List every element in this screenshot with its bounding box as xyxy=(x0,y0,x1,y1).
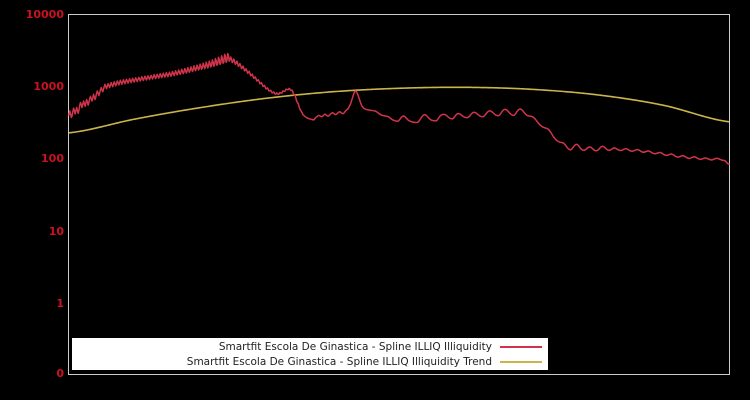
ytick-label-10000: 10000 xyxy=(25,8,64,21)
ytick-label-100: 100 xyxy=(41,152,64,165)
legend-entry-illiquidity-trend: Smartfit Escola De Ginastica - Spline IL… xyxy=(72,354,548,369)
legend-label-illiquidity: Smartfit Escola De Ginastica - Spline IL… xyxy=(218,340,492,353)
illiquidity-line-series xyxy=(68,52,730,166)
legend-label-illiquidity-trend: Smartfit Escola De Ginastica - Spline IL… xyxy=(186,355,492,368)
legend-swatch-illiquidity xyxy=(500,345,542,348)
legend-entry-illiquidity: Smartfit Escola De Ginastica - Spline IL… xyxy=(72,339,548,354)
legend-swatch-illiquidity-trend xyxy=(500,360,542,363)
ytick-label-1000: 1000 xyxy=(33,80,64,93)
ytick-label-10: 10 xyxy=(48,225,64,238)
trend-line-series xyxy=(68,86,730,134)
ytick-label-0: 0 xyxy=(56,367,64,380)
ytick-label-1: 1 xyxy=(56,297,64,310)
axes-frame xyxy=(68,14,730,375)
chart-legend: Smartfit Escola De Ginastica - Spline IL… xyxy=(72,338,548,370)
